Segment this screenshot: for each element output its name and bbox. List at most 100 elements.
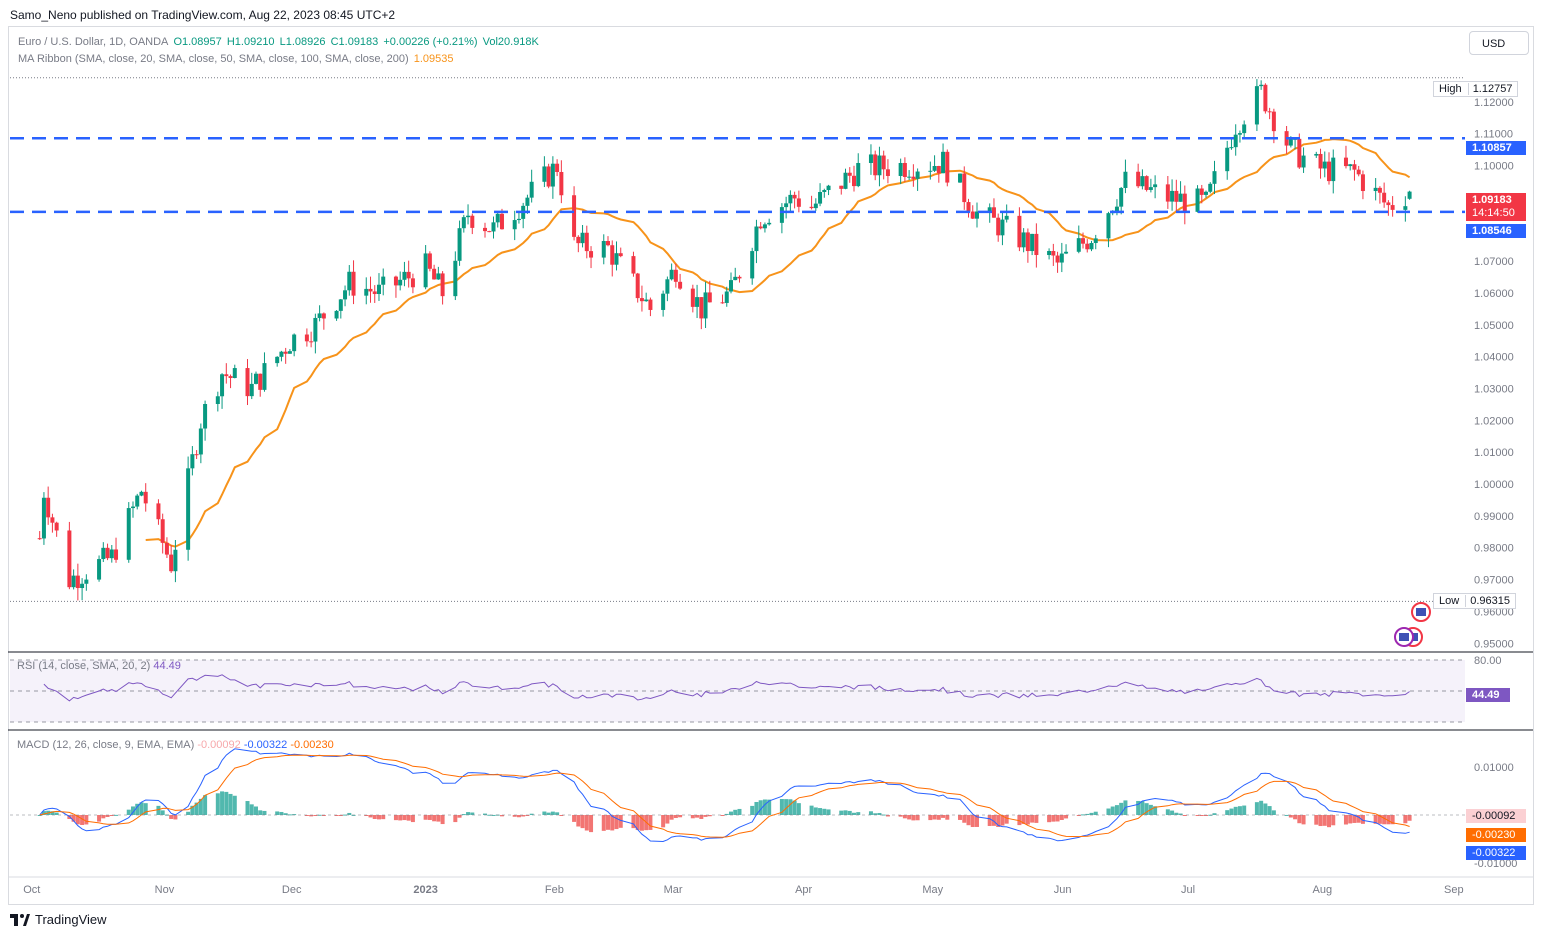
macd-histogram-bar	[406, 815, 411, 821]
candle-body	[665, 279, 670, 294]
macd-histogram-bar	[987, 815, 992, 826]
macd-histogram-bar	[1144, 803, 1149, 815]
macd-histogram-bar	[130, 806, 135, 815]
candle-body	[618, 253, 623, 257]
macd-histogram-bar	[1055, 815, 1060, 822]
macd-histogram-bar	[572, 815, 577, 822]
macd-histogram-bar	[902, 815, 907, 819]
time-axis-tick: May	[922, 884, 943, 896]
macd-histogram-bar	[1373, 815, 1378, 824]
candle-body	[194, 454, 199, 456]
candle-body	[970, 211, 975, 219]
price-axis-tick: 1.10000	[1474, 161, 1514, 173]
time-axis-tick: Apr	[795, 884, 812, 896]
rsi-legend[interactable]: RSI (14, close, SMA, 20, 2) 44.49	[17, 660, 181, 672]
price-axis-tick: 0.95000	[1474, 638, 1514, 650]
candle-body	[707, 292, 712, 303]
macd-histogram-bar	[648, 815, 653, 830]
macd-histogram-bar	[826, 809, 831, 815]
candle-body	[1301, 155, 1306, 168]
candle-body	[796, 198, 801, 207]
macd-histogram-bar	[962, 815, 967, 823]
macd-histogram-bar	[1301, 815, 1306, 825]
candle-body	[809, 206, 814, 209]
candle-body	[1259, 84, 1264, 87]
candle-body	[215, 396, 220, 404]
candle-body	[1148, 187, 1153, 190]
macd-histogram-bar	[215, 793, 220, 815]
macd-histogram-bar	[546, 812, 551, 815]
high-marker-label: High	[1439, 83, 1462, 95]
macd-histogram-bar	[1229, 808, 1234, 815]
macd-histogram-bar	[1318, 815, 1323, 827]
currency-button[interactable]: USD	[1469, 31, 1529, 55]
candle-body	[792, 194, 797, 199]
candle-body	[156, 503, 161, 520]
candle-body	[644, 299, 649, 302]
candle-body	[881, 155, 886, 170]
macd-histogram-bar	[457, 815, 462, 818]
macd-histogram-bar	[733, 809, 738, 815]
candle-body	[343, 290, 348, 300]
candle-body	[1373, 187, 1378, 192]
candle-body	[495, 213, 500, 223]
candle-body	[635, 273, 640, 299]
candle-body	[911, 176, 916, 179]
macd-axis-tick: -0.01000	[1474, 858, 1517, 870]
candle-body	[966, 202, 971, 212]
current-price: 1.09183	[1472, 194, 1512, 206]
macd-histogram-bar	[1284, 814, 1289, 816]
candle-body	[453, 260, 458, 297]
macd-histogram-bar	[966, 815, 971, 826]
candle-body	[1140, 176, 1145, 187]
macd-histogram-bar	[1331, 815, 1336, 826]
macd-histogram-bar	[610, 815, 615, 831]
time-axis-tick: Feb	[545, 884, 564, 896]
macd-histogram-bar	[173, 815, 178, 820]
macd-histogram-bar	[1017, 815, 1022, 826]
ma-label: MA Ribbon (SMA, close, 20, SMA, close, 5…	[18, 53, 409, 65]
macd-signal-tag: -0.00230	[1466, 828, 1526, 842]
tradingview-logo-icon	[10, 913, 30, 926]
macd-histogram-group	[37, 791, 1412, 833]
candle-body	[724, 291, 729, 303]
macd-histogram-bar	[750, 805, 755, 815]
candle-body	[1267, 111, 1272, 113]
candle-body	[1081, 238, 1086, 244]
macd-histogram-bar	[1178, 813, 1183, 815]
candle-body	[580, 232, 585, 244]
macd-histogram-bar	[699, 815, 704, 819]
candle-body	[1123, 171, 1128, 188]
macd-legend[interactable]: MACD (12, 26, close, 9, EMA, EMA) -0.000…	[17, 739, 334, 751]
macd-histogram-bar	[228, 793, 233, 815]
candle-body	[936, 166, 941, 174]
macd-histogram-bar	[232, 795, 237, 815]
macd-histogram-bar	[109, 815, 114, 816]
candles-group	[37, 79, 1412, 601]
macd-histogram-bar	[402, 815, 407, 821]
macd-histogram-bar	[1259, 800, 1264, 815]
macd-histogram-bar	[160, 810, 165, 815]
candle-body	[1318, 153, 1323, 169]
tradingview-brand[interactable]: TradingView	[10, 912, 107, 927]
candle-body	[974, 211, 979, 219]
macd-histogram-bar	[618, 815, 623, 828]
candle-body	[1403, 206, 1408, 210]
ma-legend[interactable]: MA Ribbon (SMA, close, 20, SMA, close, 5…	[18, 53, 456, 65]
macd-histogram-bar	[114, 814, 119, 816]
macd-histogram-bar	[436, 815, 441, 822]
macd-histogram-bar	[779, 799, 784, 815]
candle-body	[368, 288, 373, 292]
candle-body	[1000, 219, 1005, 236]
candle-body	[847, 172, 852, 176]
candle-body	[822, 190, 827, 193]
macd-histogram-bar	[203, 795, 208, 815]
macd-histogram-bar	[542, 811, 547, 815]
macd-histogram-bar	[423, 815, 428, 820]
macd-signal-legend: -0.00230	[290, 739, 334, 751]
symbol-title[interactable]: Euro / U.S. Dollar, 1D, OANDA	[18, 36, 169, 48]
macd-histogram-bar	[466, 812, 471, 815]
candle-body	[80, 583, 85, 589]
price-axis-tick: 1.07000	[1474, 256, 1514, 268]
